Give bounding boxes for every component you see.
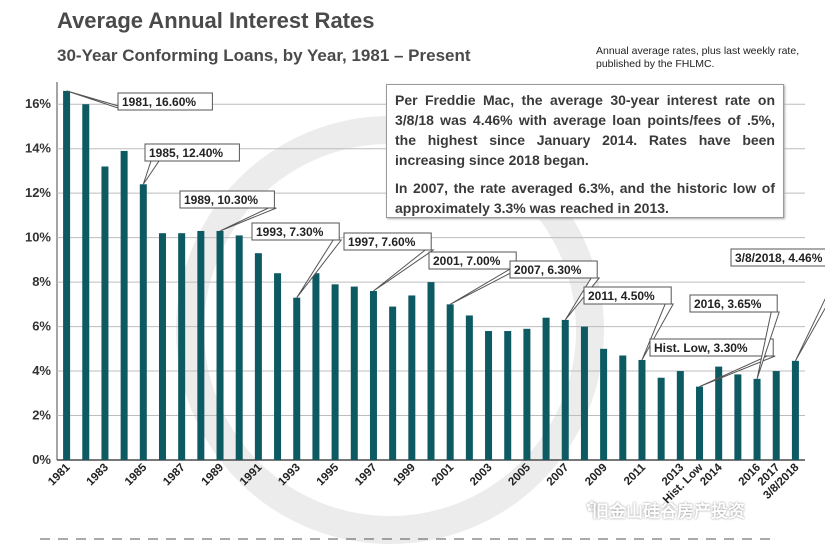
bar: [791, 360, 799, 460]
bar: [197, 230, 205, 460]
bar: [580, 326, 588, 460]
bar: [619, 355, 627, 460]
source-note: Annual average rates, plus last weekly r…: [596, 45, 800, 70]
callout-box: [251, 222, 340, 241]
callout-label: 1985, 12.40%: [149, 146, 223, 160]
callout-label: 1997, 7.60%: [348, 235, 416, 249]
y-tick-label: 2%: [32, 408, 51, 423]
bar: [293, 297, 301, 460]
bar: [389, 306, 397, 460]
bar: [504, 331, 512, 460]
bar: [638, 359, 646, 460]
callout-label: 1993, 7.30%: [256, 225, 324, 239]
bar: [542, 317, 550, 460]
callout-box: [179, 190, 275, 209]
callout-label: 2001, 7.00%: [433, 254, 501, 268]
callout-box: [730, 248, 825, 267]
callout-label: 2016, 3.65%: [694, 297, 762, 311]
bar: [446, 304, 454, 460]
bar: [178, 233, 186, 460]
bar: [561, 319, 569, 460]
bar: [523, 328, 531, 460]
chart-title: Average Annual Interest Rates: [57, 8, 375, 33]
chart-subtitle: 30-Year Conforming Loans, by Year, 1981 …: [57, 46, 471, 65]
info-paragraph-1: Per Freddie Mac, the average 30-year int…: [395, 92, 775, 168]
info-box: Per Freddie Mac, the average 30-year int…: [386, 84, 784, 218]
bar: [427, 282, 435, 460]
callout-label: 2007, 6.30%: [514, 263, 582, 277]
bar: [235, 235, 243, 460]
y-tick-label: 16%: [25, 96, 51, 111]
callout-box: [144, 143, 240, 162]
bar: [696, 386, 704, 460]
callout-pointer: [794, 298, 825, 362]
wechat-icon: ✿: [586, 498, 598, 514]
bar: [676, 371, 684, 460]
callout-box: [689, 294, 778, 313]
cropped-footer-strip: [40, 538, 770, 540]
bar: [350, 286, 358, 460]
callout-box: [509, 260, 598, 279]
bar: [753, 378, 761, 460]
bar: [734, 374, 742, 460]
bar: [274, 273, 282, 460]
callout-box: [649, 338, 774, 357]
y-tick-label: 0%: [32, 452, 51, 467]
bar: [657, 377, 665, 460]
callout-label: Hist. Low, 3.30%: [654, 341, 748, 355]
bar: [63, 90, 71, 461]
y-tick-label: 8%: [32, 274, 51, 289]
callout-box: [583, 286, 672, 305]
y-tick-label: 6%: [32, 319, 51, 334]
bar: [139, 184, 147, 460]
bar: [331, 284, 339, 460]
bar: [465, 315, 473, 460]
bar: [369, 291, 377, 460]
callout-label: 2011, 4.50%: [588, 289, 655, 303]
y-tick-label: 14%: [25, 141, 51, 156]
bar: [312, 273, 320, 460]
callout-box: [117, 92, 213, 111]
bar: [82, 104, 90, 460]
y-tick-label: 12%: [25, 185, 51, 200]
info-paragraph-2: In 2007, the rate averaged 6.3%, and the…: [395, 180, 775, 216]
callout-label: 1981, 16.60%: [122, 95, 196, 109]
y-tick-label: 4%: [32, 363, 51, 378]
bar: [600, 348, 608, 460]
watermark-text: 旧金山硅谷房产投资: [592, 502, 745, 521]
bar: [101, 166, 109, 460]
bar: [158, 233, 166, 460]
bar: [772, 371, 780, 460]
callout-label: 3/8/2018, 4.46%: [735, 251, 823, 265]
bar: [715, 366, 723, 460]
callout-label: 1989, 10.30%: [184, 193, 258, 207]
callout-box: [343, 232, 432, 251]
bar: [408, 295, 416, 460]
bar: [120, 150, 128, 460]
bar: [485, 331, 493, 460]
bar: [216, 230, 224, 460]
bar: [254, 253, 262, 460]
y-tick-label: 10%: [25, 230, 51, 245]
